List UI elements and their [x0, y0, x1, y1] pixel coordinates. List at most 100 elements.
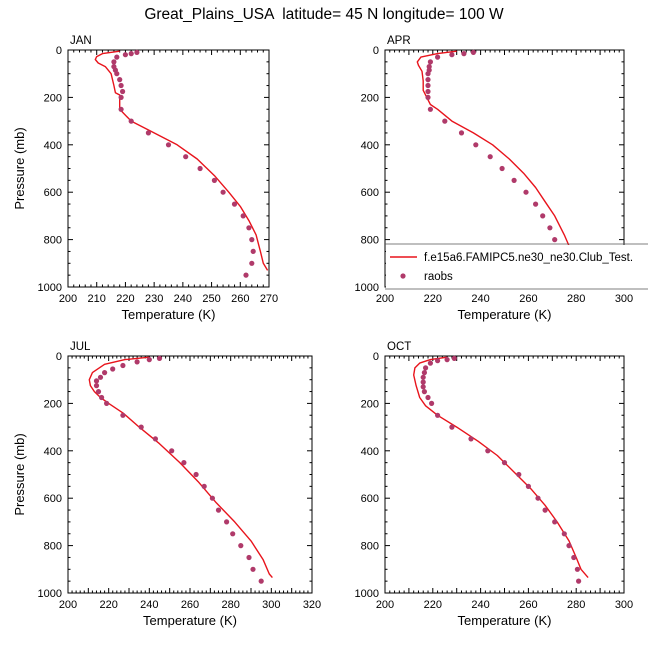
raobs-point: [258, 578, 264, 584]
chart-title: Great_Plains_USA latitude= 45 N longitud…: [144, 6, 504, 23]
x-tick-label: 230: [145, 293, 163, 305]
panel-label: OCT: [387, 341, 411, 353]
raobs-point: [533, 201, 539, 207]
raobs-point: [102, 370, 108, 376]
x-tick-label: 220: [424, 293, 442, 305]
x-tick-label: 220: [99, 599, 117, 611]
x-tick-label: 200: [376, 599, 394, 611]
raobs-point: [197, 165, 203, 172]
raobs-point: [104, 400, 110, 406]
y-tick-label: 400: [44, 446, 62, 458]
raobs-point: [451, 355, 457, 361]
x-axis-label: Temperature (K): [143, 613, 237, 628]
panel-jul: 200 220 240 260 280 300 320 0 200 400 600 800 1000 JU…: [12, 341, 321, 628]
raobs-point: [215, 507, 222, 513]
panel-label: JAN: [70, 35, 92, 47]
x-tick-label: 300: [262, 599, 280, 611]
raobs-point: [435, 54, 441, 60]
raobs-point: [547, 225, 553, 231]
x-tick-label: 220: [116, 293, 134, 305]
raobs-point: [134, 49, 140, 56]
raobs-point: [120, 412, 126, 418]
raobs-point: [120, 88, 126, 95]
raobs-point: [449, 424, 455, 430]
raobs-point: [220, 189, 226, 195]
raobs-point: [540, 213, 546, 219]
raobs-point: [243, 272, 249, 278]
x-tick-label: 280: [567, 599, 585, 611]
raobs-point: [427, 360, 433, 366]
legend-entry-raobs: raobs: [424, 271, 453, 283]
raobs-point: [458, 130, 465, 136]
raobs-point: [566, 543, 572, 549]
y-tick-label: 1000: [38, 588, 62, 600]
raobs-point: [183, 154, 189, 160]
x-tick-label: 200: [376, 293, 394, 305]
raobs-point: [122, 52, 128, 58]
panel-label: APR: [387, 35, 411, 47]
legend-background: [386, 245, 648, 288]
raobs-point: [576, 578, 582, 584]
x-tick-label: 250: [202, 293, 220, 305]
model-series-line: [413, 356, 589, 579]
panel-jan: 200 210 220 230 240 250 260 270 0 200 400 600 800 100…: [12, 35, 278, 322]
raobs-point: [429, 400, 435, 406]
panel-oct: 200 220 240 260 280 300 0 200 400 600 800 1000 OCT Te…: [355, 341, 634, 628]
raobs-point: [427, 59, 433, 65]
legend-entry-model: f.e15a6.FAMIPC5.ne30_ne30.Club_Test.: [424, 252, 633, 264]
y-tick-label: 600: [361, 187, 379, 199]
raobs-point: [118, 82, 124, 89]
raobs-point: [552, 519, 558, 525]
raobs-point: [511, 177, 517, 183]
x-tick-label: 220: [424, 599, 442, 611]
raobs-point: [420, 374, 426, 380]
legend: f.e15a6.FAMIPC5.ne30_ne30.Club_Test.raob…: [385, 243, 648, 290]
raobs-point: [421, 370, 427, 376]
raobs-point: [97, 374, 104, 380]
y-axis-label: Pressure (mb): [12, 127, 27, 209]
raobs-point: [152, 436, 158, 442]
y-tick-label: 1000: [355, 588, 379, 600]
x-tick-label: 240: [140, 599, 158, 611]
raobs-point: [425, 88, 431, 95]
raobs-point: [425, 94, 431, 100]
raobs-point: [117, 77, 123, 83]
raobs-point: [114, 54, 120, 60]
raobs-point: [165, 142, 172, 148]
x-tick-label: 300: [615, 293, 633, 305]
raobs-point: [461, 51, 467, 57]
raobs-point: [449, 52, 455, 58]
x-tick-label: 280: [221, 599, 239, 611]
plot-frame: [67, 355, 313, 594]
raobs-point: [425, 77, 431, 83]
raobs-point: [501, 460, 508, 466]
y-tick-label: 200: [361, 92, 379, 104]
y-tick-label: 0: [56, 351, 62, 363]
x-tick-label: 260: [181, 599, 199, 611]
raobs-point: [114, 71, 120, 77]
raobs-point: [425, 394, 431, 401]
raobs-point: [246, 225, 252, 231]
y-tick-label: 800: [361, 235, 379, 247]
raobs-point: [470, 49, 476, 56]
y-tick-label: 800: [44, 235, 62, 247]
y-tick-label: 200: [44, 398, 62, 410]
raobs-point: [110, 366, 116, 372]
raobs-point: [211, 177, 217, 183]
raobs-point: [230, 531, 236, 537]
raobs-point: [95, 389, 102, 395]
x-tick-label: 320: [303, 599, 321, 611]
x-tick-label: 260: [519, 599, 537, 611]
x-tick-label: 200: [59, 599, 77, 611]
y-tick-label: 0: [56, 45, 62, 57]
raobs-point: [156, 355, 163, 361]
x-tick-label: 300: [615, 599, 633, 611]
x-tick-label: 260: [231, 293, 249, 305]
plot-frame: [67, 49, 270, 288]
y-tick-label: 400: [361, 140, 379, 152]
raobs-point: [99, 394, 105, 401]
raobs-point: [420, 379, 426, 385]
raobs-point: [468, 436, 474, 442]
x-axis-label: Temperature (K): [458, 613, 552, 628]
raobs-point: [193, 471, 199, 478]
